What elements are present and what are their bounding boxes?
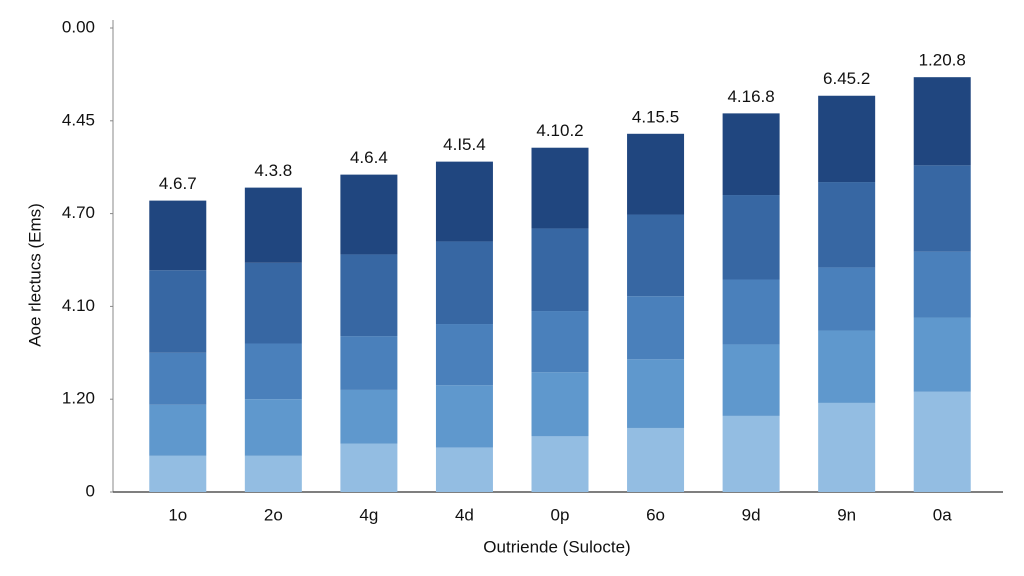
x-tick-label: 4g [359, 505, 378, 524]
bar-segment [244, 262, 302, 344]
bar-segment [531, 228, 589, 312]
bar-segment [149, 404, 207, 456]
bar-segment [627, 214, 685, 297]
bar-segment [818, 330, 876, 403]
bar-segment [149, 455, 207, 492]
bar-segment [913, 165, 971, 252]
bar-label: 4.6.4 [350, 148, 388, 167]
x-axis-label: Outriende (Sulocte) [483, 537, 630, 556]
y-tick-label: 1.20 [62, 389, 95, 408]
x-tick-label: 2o [264, 505, 283, 524]
bar-segment [531, 372, 589, 437]
bar-segment [244, 187, 302, 263]
bar-segment [435, 447, 493, 492]
x-tick-label: 0a [933, 505, 952, 524]
bar-segment [818, 402, 876, 492]
bar-segment [244, 399, 302, 456]
bar-label: 4.15.5 [632, 107, 679, 126]
bar-segment [913, 391, 971, 492]
bar-segment [340, 443, 398, 492]
bar-segment [149, 270, 207, 353]
bar-segment [818, 182, 876, 268]
x-tick-label: 4d [455, 505, 474, 524]
bar-segment [722, 279, 780, 345]
y-tick-label: 4.45 [62, 110, 95, 129]
bar-label: 1.20.8 [919, 51, 966, 70]
x-tick-label: 1o [168, 505, 187, 524]
y-tick-label: 0.00 [62, 17, 95, 36]
bar-segment [627, 359, 685, 428]
bar-label: 4.I5.4 [443, 135, 486, 154]
y-axis-label: Aoe rlectucs (Ems) [25, 203, 44, 347]
bar-segment [340, 389, 398, 444]
bar-segment [435, 385, 493, 448]
bar-label: 4.10.2 [536, 121, 583, 140]
bar-segment [340, 174, 398, 255]
bar-segment [913, 77, 971, 166]
bar-segment [913, 317, 971, 392]
bar-segment [435, 324, 493, 386]
bar-segment [722, 344, 780, 416]
bar-segment [722, 113, 780, 196]
bar-label: 4.6.7 [159, 174, 197, 193]
bar-segment [435, 241, 493, 325]
x-tick-label: 9d [742, 505, 761, 524]
bar-segment [340, 254, 398, 337]
bar-segment [244, 455, 302, 492]
y-tick-label: 0 [86, 481, 95, 500]
bar-segment [627, 296, 685, 360]
bar-label: 6.45.2 [823, 69, 870, 88]
bar-segment [627, 427, 685, 492]
bar-segment [149, 352, 207, 405]
y-tick-label: 4.10 [62, 296, 95, 315]
bar-segment [244, 343, 302, 400]
bar-segment [531, 311, 589, 373]
bar-segment [340, 336, 398, 390]
x-tick-label: 0p [551, 505, 570, 524]
bar-segment [531, 147, 589, 229]
bar-segment [435, 161, 493, 242]
bar-segment [818, 95, 876, 183]
x-tick-label: 9n [837, 505, 856, 524]
bar-segment [149, 200, 207, 271]
bar-segment [531, 436, 589, 492]
y-tick-label: 4.70 [62, 203, 95, 222]
bar-segment [627, 133, 685, 215]
x-tick-label: 6o [646, 505, 665, 524]
bar-label: 4.3.8 [254, 161, 292, 180]
bar-label: 4.16.8 [727, 87, 774, 106]
bar-segment [913, 251, 971, 318]
bar-segment [722, 415, 780, 492]
bar-segment [722, 195, 780, 280]
bar-segment [818, 267, 876, 331]
